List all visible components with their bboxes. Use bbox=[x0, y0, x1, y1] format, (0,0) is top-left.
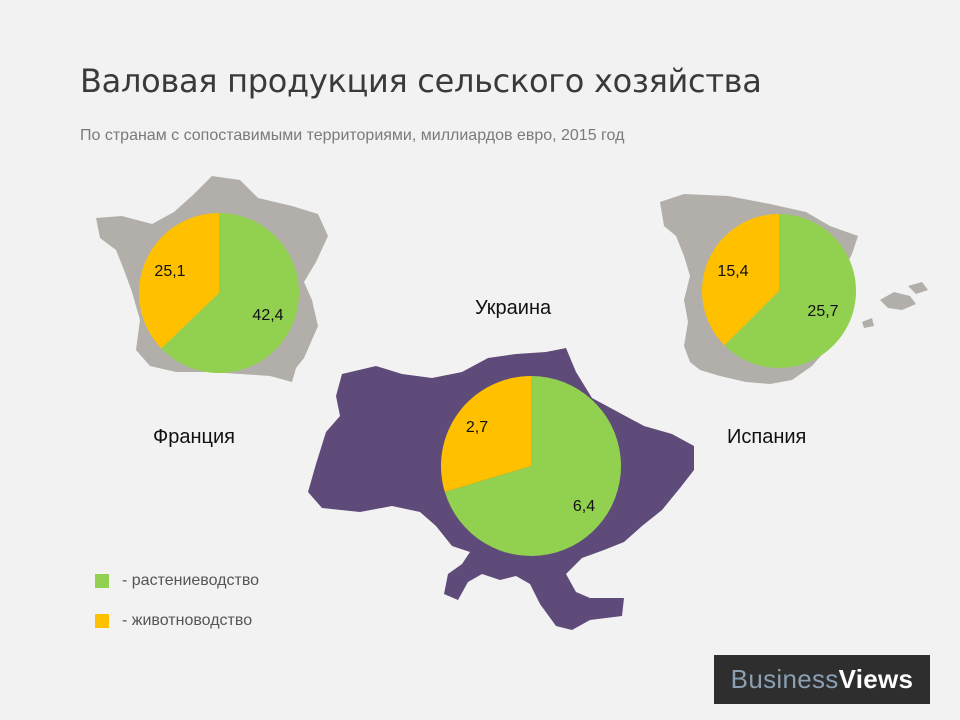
legend-swatch-livestock bbox=[95, 614, 109, 628]
pie-slice-ukraine-livestock bbox=[440, 376, 531, 493]
data-label-france-livestock: 25,1 bbox=[154, 263, 185, 280]
legend-label-crops: - растениеводство bbox=[122, 572, 260, 589]
data-label-ukraine-livestock: 2,7 bbox=[466, 419, 488, 436]
legend-label-livestock: - животноводство bbox=[122, 612, 253, 629]
pie-chart-ukraine: 6,4 2,7 bbox=[440, 376, 621, 556]
data-label-spain-crops: 25,7 bbox=[807, 303, 838, 320]
country-label-france: Франция bbox=[153, 426, 235, 448]
data-label-spain-livestock: 15,4 bbox=[717, 263, 748, 280]
businessviews-logo: Business Views bbox=[714, 655, 930, 704]
pie-slice-spain-livestock bbox=[702, 214, 779, 346]
pie-chart-spain: 25,7 15,4 bbox=[702, 214, 856, 369]
data-label-ukraine-crops: 6,4 bbox=[573, 498, 595, 515]
logo-text-views: Views bbox=[838, 664, 914, 694]
pie-chart-france: 42,4 25,1 bbox=[139, 213, 300, 373]
chart-subtitle: По странам с сопоставимыми территориями,… bbox=[80, 127, 625, 144]
pie-slice-france-crops bbox=[161, 213, 300, 373]
country-label-ukraine: Украина bbox=[475, 297, 552, 319]
legend-item-livestock: - животноводство bbox=[95, 612, 252, 630]
legend-swatch-crops bbox=[95, 574, 109, 588]
data-label-france-crops: 42,4 bbox=[252, 307, 283, 324]
pie-slice-france-livestock bbox=[139, 213, 219, 349]
chart-title: Валовая продукция сельского хозяйства bbox=[80, 62, 762, 100]
balearic-islands bbox=[862, 282, 928, 328]
legend-item-crops: - растениеводство bbox=[95, 572, 259, 590]
country-label-spain: Испания bbox=[727, 426, 807, 448]
logo-text-business: Business bbox=[730, 664, 839, 694]
pie-slice-spain-crops bbox=[724, 214, 856, 369]
pie-slice-ukraine-crops bbox=[444, 376, 621, 556]
